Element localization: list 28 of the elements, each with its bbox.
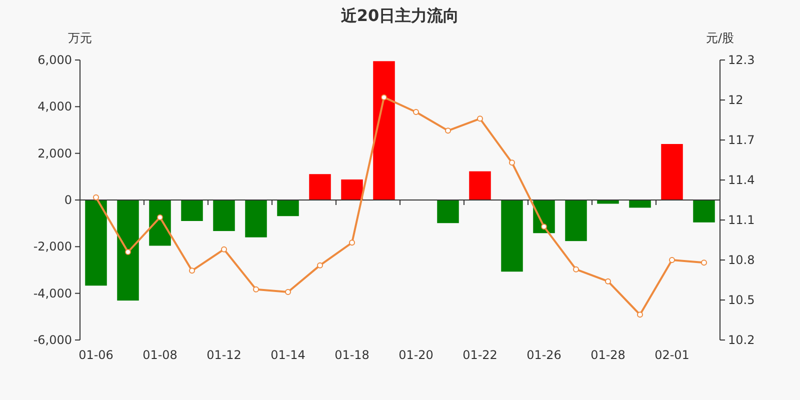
y-tick-label: 0 [64,193,72,207]
x-tick-label: 01-18 [334,348,370,362]
y2-tick-label: 12 [728,93,744,107]
x-tick-label: 01-06 [78,348,114,362]
y-tick-label: 6,000 [38,53,72,67]
ylabel: 万元 [68,31,92,45]
x-tick-label: 01-12 [206,348,242,362]
y2-tick-label: 11.7 [728,133,755,147]
x-tick-label: 01-26 [526,348,562,362]
y-tick-label: -4,000 [33,286,72,300]
y2-tick-label: 10.8 [728,253,755,267]
x-tick-label: 01-22 [462,348,498,362]
y-tick-label: -6,000 [33,333,72,347]
y-tick-label: -2,000 [33,240,72,254]
y2-tick-label: 11.1 [728,213,755,227]
x-tick-label: 01-28 [590,348,626,362]
y2label: 元/股 [706,31,734,45]
x-tick-label: 01-14 [270,348,306,362]
x-tick-label: 02-01 [654,348,690,362]
y2-tick-label: 11.4 [728,173,755,187]
y-tick-label: 2,000 [38,146,72,160]
title: 近20日主力流向 [340,6,460,25]
x-tick-label: 01-20 [398,348,434,362]
y-tick-label: 4,000 [38,100,72,114]
y2-tick-label: 10.2 [728,333,755,347]
y2-tick-label: 10.5 [728,293,755,307]
x-tick-label: 01-08 [142,348,178,362]
y2-tick-label: 12.3 [728,53,755,67]
